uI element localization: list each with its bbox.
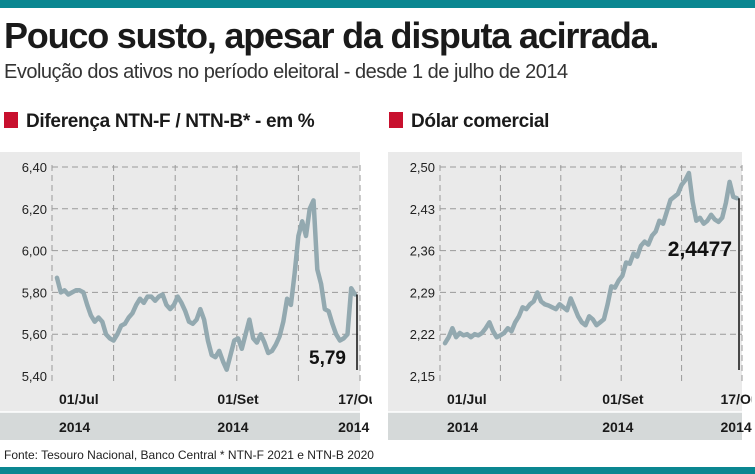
x-axis-month-band: [388, 384, 742, 412]
x-axis-month-band: [0, 384, 360, 412]
red-square-icon: [4, 112, 18, 128]
x-tick-label: 01/Jul: [59, 391, 99, 407]
y-tick-label: 2,36: [410, 244, 435, 259]
x-tick-year-label: 2014: [721, 419, 752, 435]
y-tick-label: 2,15: [410, 369, 435, 384]
x-tick-label: 01/Set: [602, 391, 644, 407]
series-line: [442, 170, 740, 346]
y-tick-label: 2,29: [410, 285, 435, 300]
chart-2-title: Dólar comercial: [411, 111, 550, 132]
subtitle: Evolução dos ativos no período eleitoral…: [4, 61, 568, 83]
source-note: Fonte: Tesouro Nacional, Banco Central *…: [4, 448, 374, 462]
last-value-label: 5,79: [309, 348, 346, 369]
top-color-bar: [0, 0, 755, 8]
ntn-spread-chart: 6,40 6,20 6,00 5,80 5,60 5,40 01/Jul 2014 01/Set…: [0, 152, 372, 440]
y-tick-label: 2,22: [410, 327, 435, 342]
x-axis-year-band: [0, 412, 360, 440]
bottom-color-bar: [0, 467, 755, 474]
y-tick-label: 5,60: [22, 327, 47, 342]
x-tick-label: 01/Set: [217, 391, 259, 407]
red-square-icon: [389, 112, 403, 128]
chart-1-title-block: Diferença NTN-F / NTN-B* - em %: [4, 110, 315, 134]
x-axis-year-band: [388, 412, 742, 440]
series-line: [54, 198, 358, 372]
chart-1-title: Diferença NTN-F / NTN-B* - em %: [26, 111, 315, 132]
dollar-rate-chart: 2,50 2,43 2,36 2,29 2,22 2,15 01/Jul 2014 01/Set…: [388, 152, 752, 440]
headline: Pouco susto, apesar da disputa acirrada.: [4, 15, 659, 56]
last-value-label: 2,4477: [668, 238, 732, 261]
plot-background: [388, 152, 742, 384]
plot-background: [0, 152, 360, 384]
y-tick-label: 2,50: [410, 160, 435, 175]
y-tick-label: 6,40: [22, 160, 47, 175]
x-tick-label: 17/Out: [721, 391, 752, 407]
x-tick-year-label: 2014: [447, 419, 478, 435]
y-tick-label: 5,80: [22, 285, 47, 300]
y-tick-label: 6,00: [22, 244, 47, 259]
x-tick-label: 01/Jul: [447, 391, 487, 407]
y-tick-label: 6,20: [22, 202, 47, 217]
y-tick-label: 2,43: [410, 202, 435, 217]
x-tick-label: 17/Out: [338, 391, 372, 407]
x-tick-year-label: 2014: [602, 419, 633, 435]
y-tick-label: 5,40: [22, 369, 47, 384]
x-tick-year-label: 2014: [338, 419, 369, 435]
x-tick-year-label: 2014: [217, 419, 248, 435]
chart-2-title-block: Dólar comercial: [389, 110, 549, 134]
x-tick-year-label: 2014: [59, 419, 90, 435]
